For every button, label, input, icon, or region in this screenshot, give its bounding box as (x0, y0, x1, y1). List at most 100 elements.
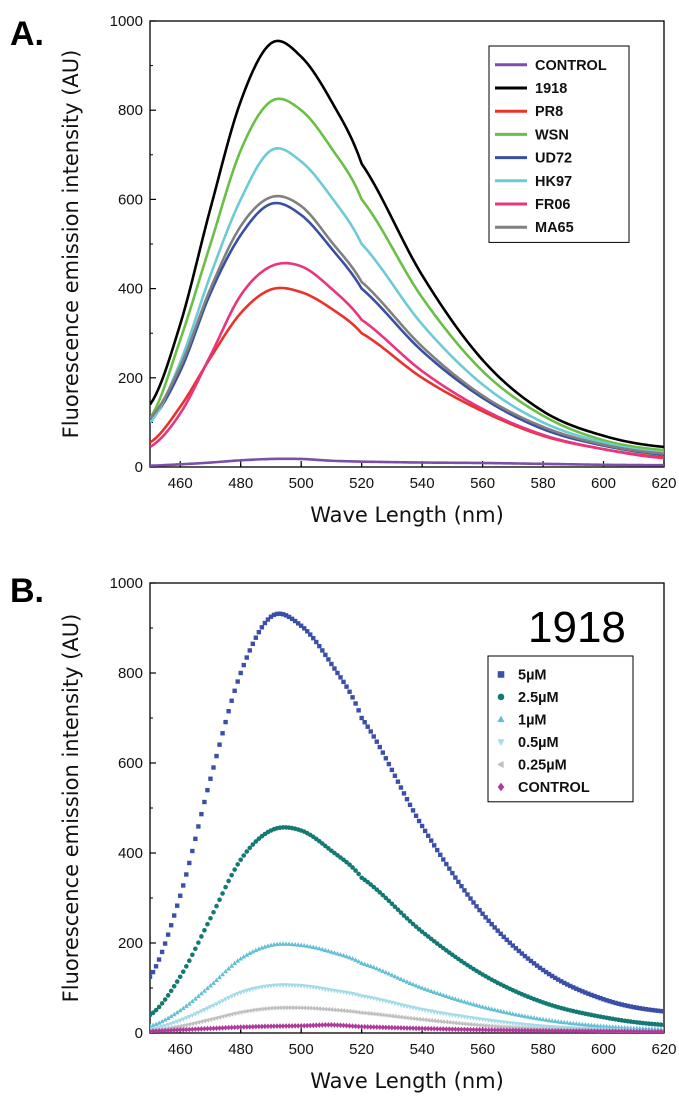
data-point (338, 1022, 343, 1029)
data-point (187, 860, 192, 866)
data-point (211, 1025, 216, 1032)
data-point (159, 1018, 165, 1024)
data-point (286, 1023, 292, 1029)
data-point (192, 1012, 198, 1017)
data-point (425, 833, 431, 838)
data-point (174, 1019, 180, 1025)
data-point (576, 1021, 582, 1026)
data-point (311, 1022, 316, 1029)
data-point (223, 997, 229, 1002)
data-point (247, 950, 253, 956)
data-point (661, 1028, 664, 1033)
data-point (347, 862, 352, 867)
data-point (592, 1022, 597, 1028)
data-point (247, 987, 253, 993)
data-point (344, 953, 349, 959)
data-point (383, 756, 389, 761)
legend-box (488, 45, 630, 243)
data-point (561, 1019, 567, 1025)
data-point (558, 1019, 564, 1024)
data-point (208, 776, 213, 781)
x-tick-label: 540 (410, 475, 435, 492)
data-point (531, 1027, 537, 1033)
x-tick-label: 460 (168, 1041, 193, 1058)
data-point (489, 1027, 494, 1033)
data-point (444, 861, 449, 867)
data-point (516, 1027, 522, 1033)
data-point (241, 989, 247, 995)
data-point (192, 1020, 198, 1026)
data-point (425, 987, 431, 992)
data-point (410, 981, 416, 987)
data-point (204, 1017, 210, 1023)
chart-panel-b: B. 0 200 400 600 800 1000 460 480 500 520 540 560 580… (10, 572, 677, 1093)
data-point (449, 1020, 455, 1026)
data-point (298, 1005, 303, 1011)
data-point (183, 1022, 189, 1028)
data-point (492, 1007, 498, 1012)
data-point (202, 927, 207, 933)
data-point (253, 1023, 259, 1030)
data-point (307, 943, 313, 949)
data-point (386, 898, 392, 904)
data-point (616, 1028, 621, 1033)
data-point (217, 1000, 222, 1006)
x-tick-label: 540 (410, 1041, 435, 1058)
x-tick-label: 520 (349, 475, 374, 492)
data-point (377, 890, 383, 895)
data-point (413, 983, 419, 988)
data-point (362, 1023, 367, 1030)
data-point (328, 1007, 334, 1013)
data-point (546, 1027, 552, 1033)
data-point (568, 1028, 573, 1033)
data-point (334, 1007, 340, 1013)
data-point (462, 999, 467, 1004)
data-point (416, 984, 422, 989)
data-point (386, 761, 392, 767)
data-point (580, 1028, 585, 1033)
data-point (534, 1027, 540, 1033)
data-point (525, 1027, 531, 1033)
data-point (341, 952, 346, 958)
data-point (329, 1022, 334, 1028)
data-point (567, 1020, 573, 1025)
data-point (540, 1016, 546, 1022)
data-point (250, 842, 256, 847)
data-point (432, 1025, 437, 1032)
data-point (501, 1027, 506, 1033)
data-point (226, 995, 232, 1001)
data-point (452, 996, 458, 1001)
data-point (395, 1024, 401, 1031)
data-point (410, 1025, 416, 1032)
panel-label: B. (10, 572, 44, 610)
data-point (410, 921, 416, 927)
legend-marker (497, 739, 505, 746)
data-point (555, 1019, 561, 1024)
data-point (256, 946, 262, 951)
data-point (407, 1015, 412, 1021)
series-line-ud72 (150, 201, 664, 456)
data-point (229, 872, 234, 878)
data-point (153, 1028, 159, 1033)
x-tick-label: 560 (470, 1041, 495, 1058)
data-point (380, 1012, 385, 1018)
data-point (570, 1020, 576, 1026)
data-point (438, 1026, 443, 1032)
data-point (468, 1000, 473, 1006)
y-tick-label: 200 (118, 370, 143, 387)
data-point (193, 946, 198, 952)
data-point (522, 1027, 528, 1033)
data-point (486, 1027, 491, 1033)
data-point (383, 969, 389, 975)
data-point (162, 1017, 168, 1022)
data-point (447, 1026, 452, 1033)
data-point (156, 1020, 162, 1025)
data-point (468, 1026, 473, 1033)
data-point (446, 1019, 452, 1025)
data-point (317, 1022, 322, 1028)
data-point (377, 1024, 382, 1031)
data-point (190, 848, 195, 854)
data-point (232, 867, 237, 872)
data-point (540, 1027, 546, 1033)
data-point (365, 1010, 370, 1016)
